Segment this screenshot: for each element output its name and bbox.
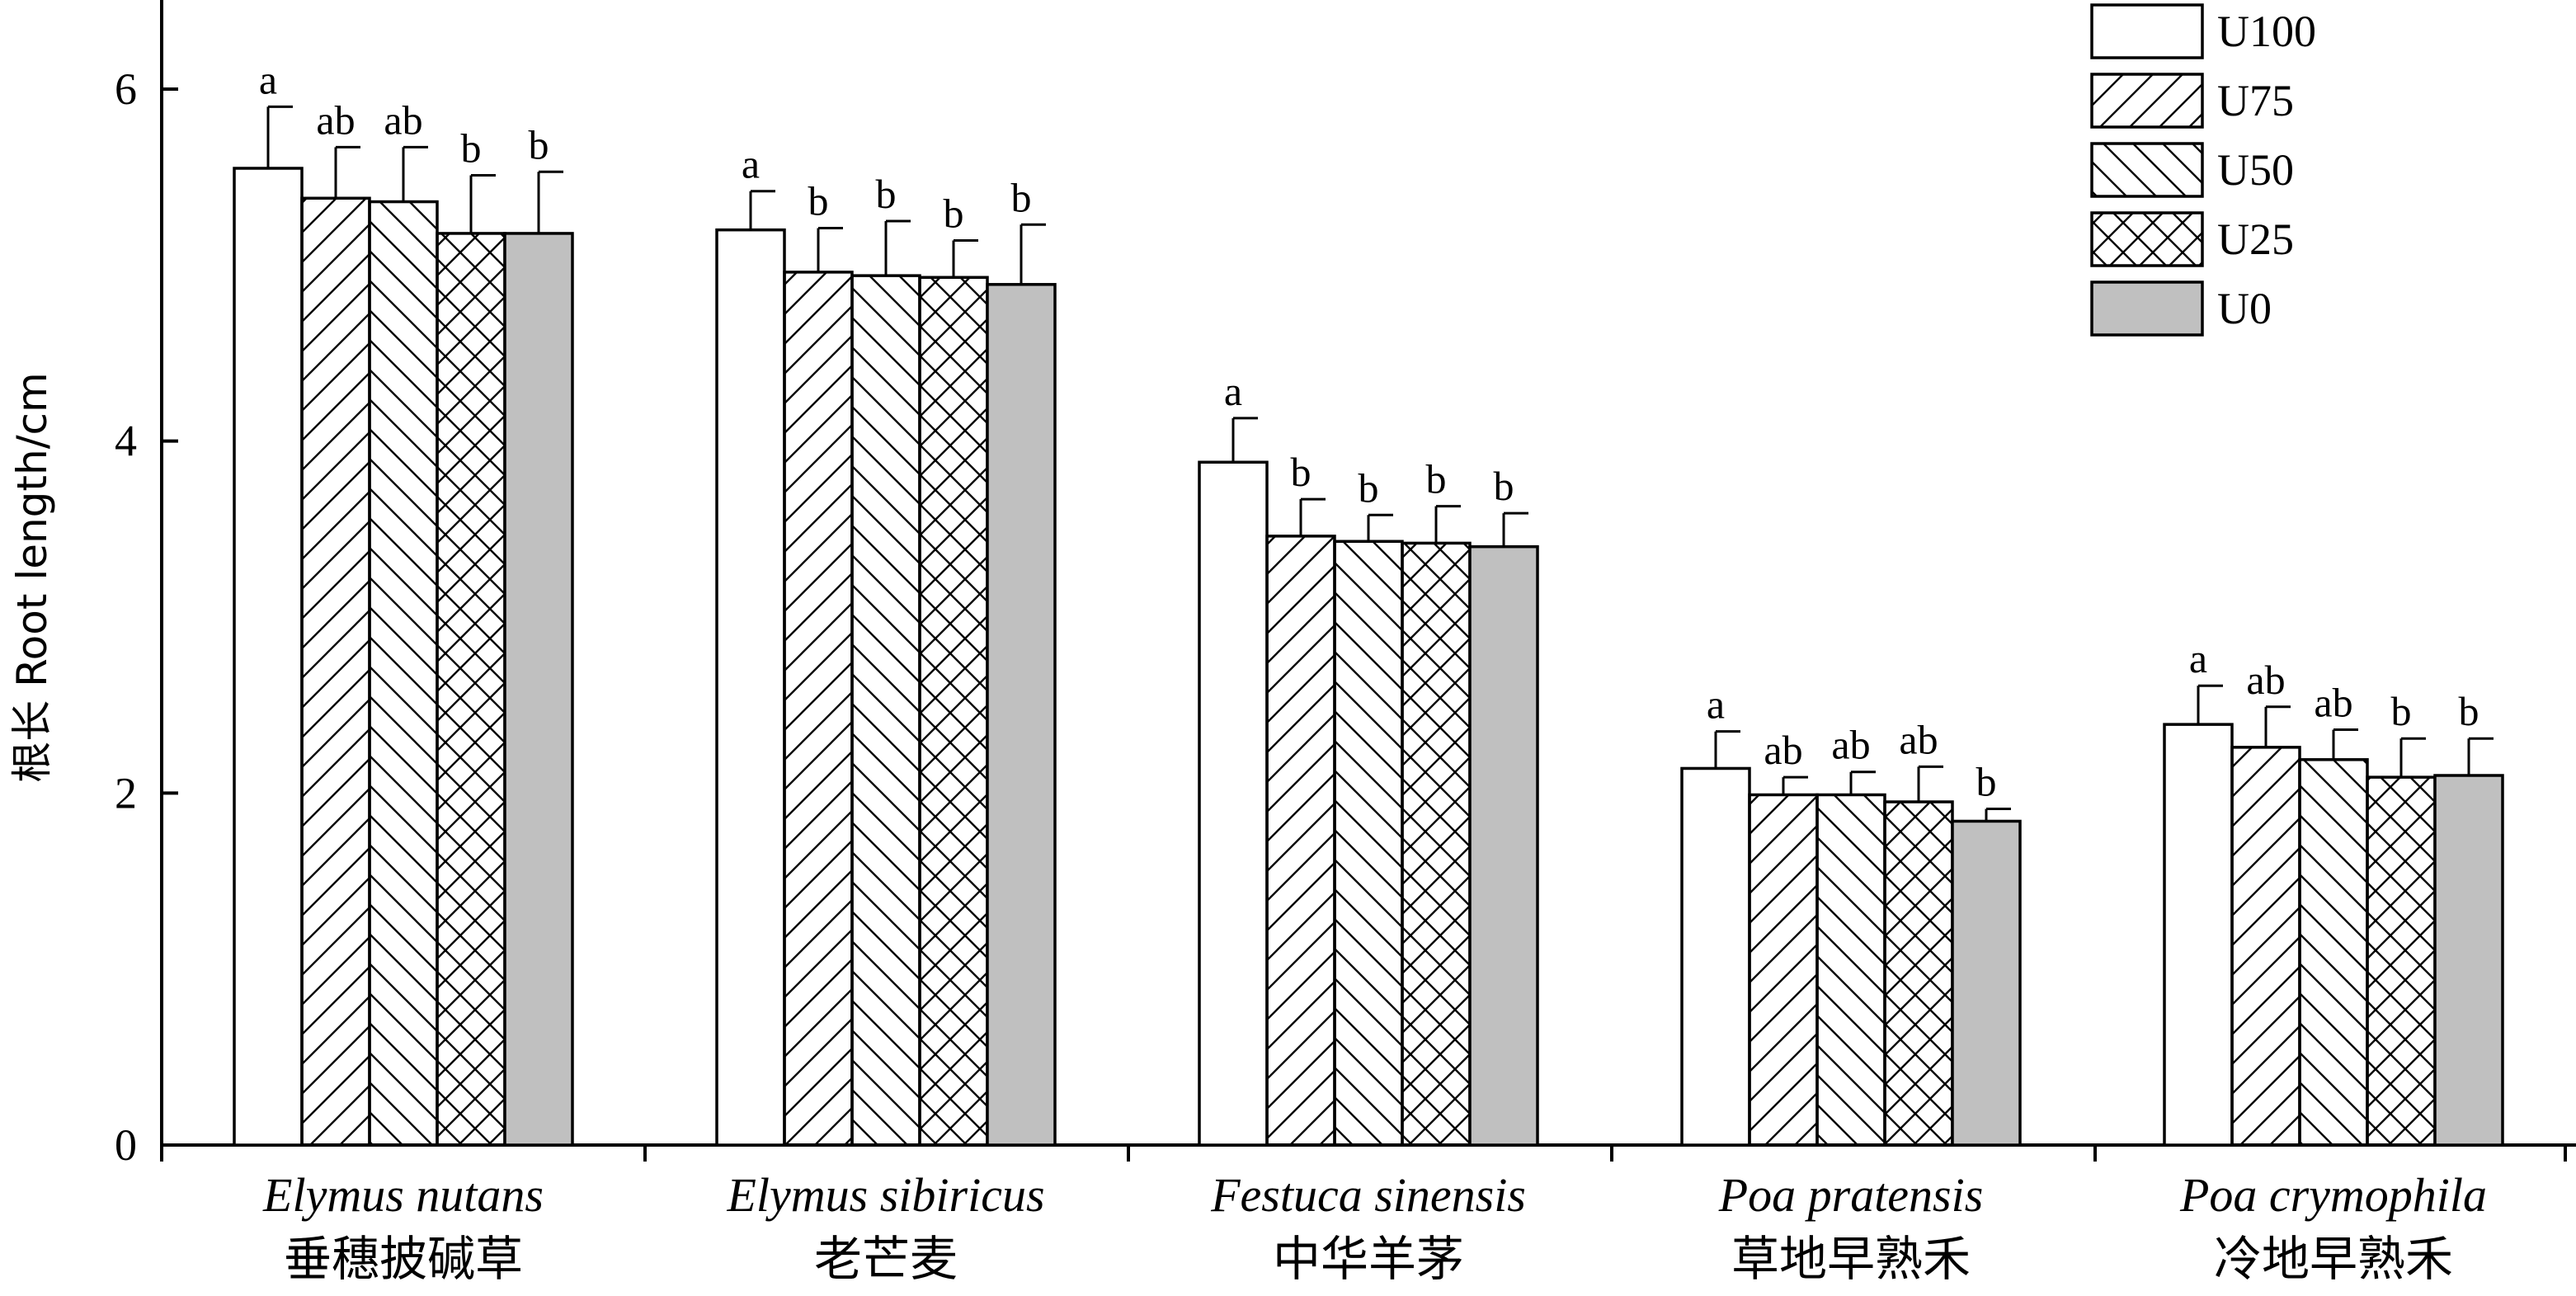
significance-label: b <box>1426 456 1447 502</box>
significance-label: b <box>1011 174 1032 220</box>
significance-label: b <box>461 125 482 172</box>
bar-u75 <box>1748 793 1819 1147</box>
bar-u25 <box>1883 800 1954 1147</box>
bar-u0 <box>2433 774 2504 1147</box>
bar-u50 <box>2298 758 2369 1147</box>
legend-swatch-u25 <box>2090 211 2204 267</box>
bar-u25 <box>1401 541 1472 1147</box>
bar-u75 <box>783 271 854 1147</box>
significance-label: b <box>1494 463 1514 509</box>
significance-label: b <box>876 171 897 217</box>
legend-swatch-u75 <box>2090 73 2204 129</box>
significance-label: b <box>2391 688 2412 734</box>
significance-label: b <box>944 190 964 236</box>
bar-u75 <box>1265 535 1336 1147</box>
significance-label: ab <box>1831 722 1870 768</box>
bar-u50 <box>368 200 439 1147</box>
legend: U100 U75 U50 U25 U0 <box>2090 3 2316 337</box>
bar-u50 <box>1815 793 1886 1147</box>
significance-label: b <box>808 178 829 224</box>
bar-u25 <box>918 276 989 1147</box>
significance-label: a <box>2189 635 2207 681</box>
legend-label-u25: U25 <box>2217 214 2294 264</box>
significance-label: b <box>529 121 549 167</box>
category-label-chinese: 冷地早熟禾 <box>2214 1231 2453 1287</box>
category-label-latin: Poa pratensis <box>1718 1168 1984 1222</box>
significance-label: ab <box>2314 680 2352 726</box>
bar-u0 <box>503 232 574 1147</box>
significance-label: ab <box>316 97 355 143</box>
bar-u75 <box>300 196 371 1147</box>
significance-label: b <box>1359 464 1379 511</box>
bar-u100 <box>715 228 786 1147</box>
significance-label: a <box>259 56 277 102</box>
bar-u50 <box>850 274 921 1147</box>
category-label-latin: Festuca sinensis <box>1210 1168 1526 1222</box>
significance-label: ab <box>1899 716 1938 762</box>
y-tick-label: 2 <box>115 768 137 818</box>
legend-swatch-u0 <box>2090 280 2204 337</box>
y-tick-label: 4 <box>115 417 137 466</box>
bar-u0 <box>1468 544 1539 1147</box>
bar-u100 <box>1680 766 1751 1147</box>
significance-label: b <box>2459 688 2479 734</box>
significance-label: a <box>742 141 760 187</box>
legend-label-u75: U75 <box>2217 76 2294 125</box>
legend-swatch-u100 <box>2090 3 2204 59</box>
y-tick-label: 6 <box>115 64 137 114</box>
y-axis-title: 根长 Root length/cm <box>8 372 56 783</box>
bars <box>233 105 2504 1147</box>
significance-label: b <box>1976 759 1997 805</box>
significance-label: ab <box>1764 727 1802 773</box>
bar-u50 <box>1333 540 1404 1147</box>
legend-label-u50: U50 <box>2217 145 2294 195</box>
y-tick-label: 0 <box>115 1120 137 1170</box>
legend-swatch-u50 <box>2090 142 2204 198</box>
significance-label: ab <box>2246 657 2285 703</box>
bar-u100 <box>233 167 304 1147</box>
category-label-latin: Poa crymophila <box>2179 1168 2487 1222</box>
bar-u100 <box>1198 460 1269 1147</box>
category-label-chinese: 垂穗披碱草 <box>284 1231 523 1287</box>
bar-u75 <box>2230 746 2301 1147</box>
bar-u25 <box>436 232 506 1147</box>
category-label-chinese: 中华羊茅 <box>1273 1231 1464 1287</box>
significance-label: b <box>1291 449 1312 495</box>
significance-label: a <box>1224 368 1242 414</box>
bar-u25 <box>2366 775 2437 1147</box>
bar-u0 <box>1951 819 2022 1147</box>
category-label-latin: Elymus nutans <box>262 1168 544 1222</box>
bar-u100 <box>2163 723 2234 1147</box>
category-label-chinese: 草地早熟禾 <box>1731 1231 1971 1287</box>
legend-label-u0: U0 <box>2217 284 2272 333</box>
bar-u0 <box>986 283 1057 1147</box>
legend-label-u100: U100 <box>2217 7 2316 56</box>
category-label-chinese: 老芒麦 <box>814 1231 958 1287</box>
significance-label: ab <box>384 97 422 143</box>
category-label-latin: Elymus sibiricus <box>726 1168 1044 1222</box>
significance-label: a <box>1707 681 1725 728</box>
